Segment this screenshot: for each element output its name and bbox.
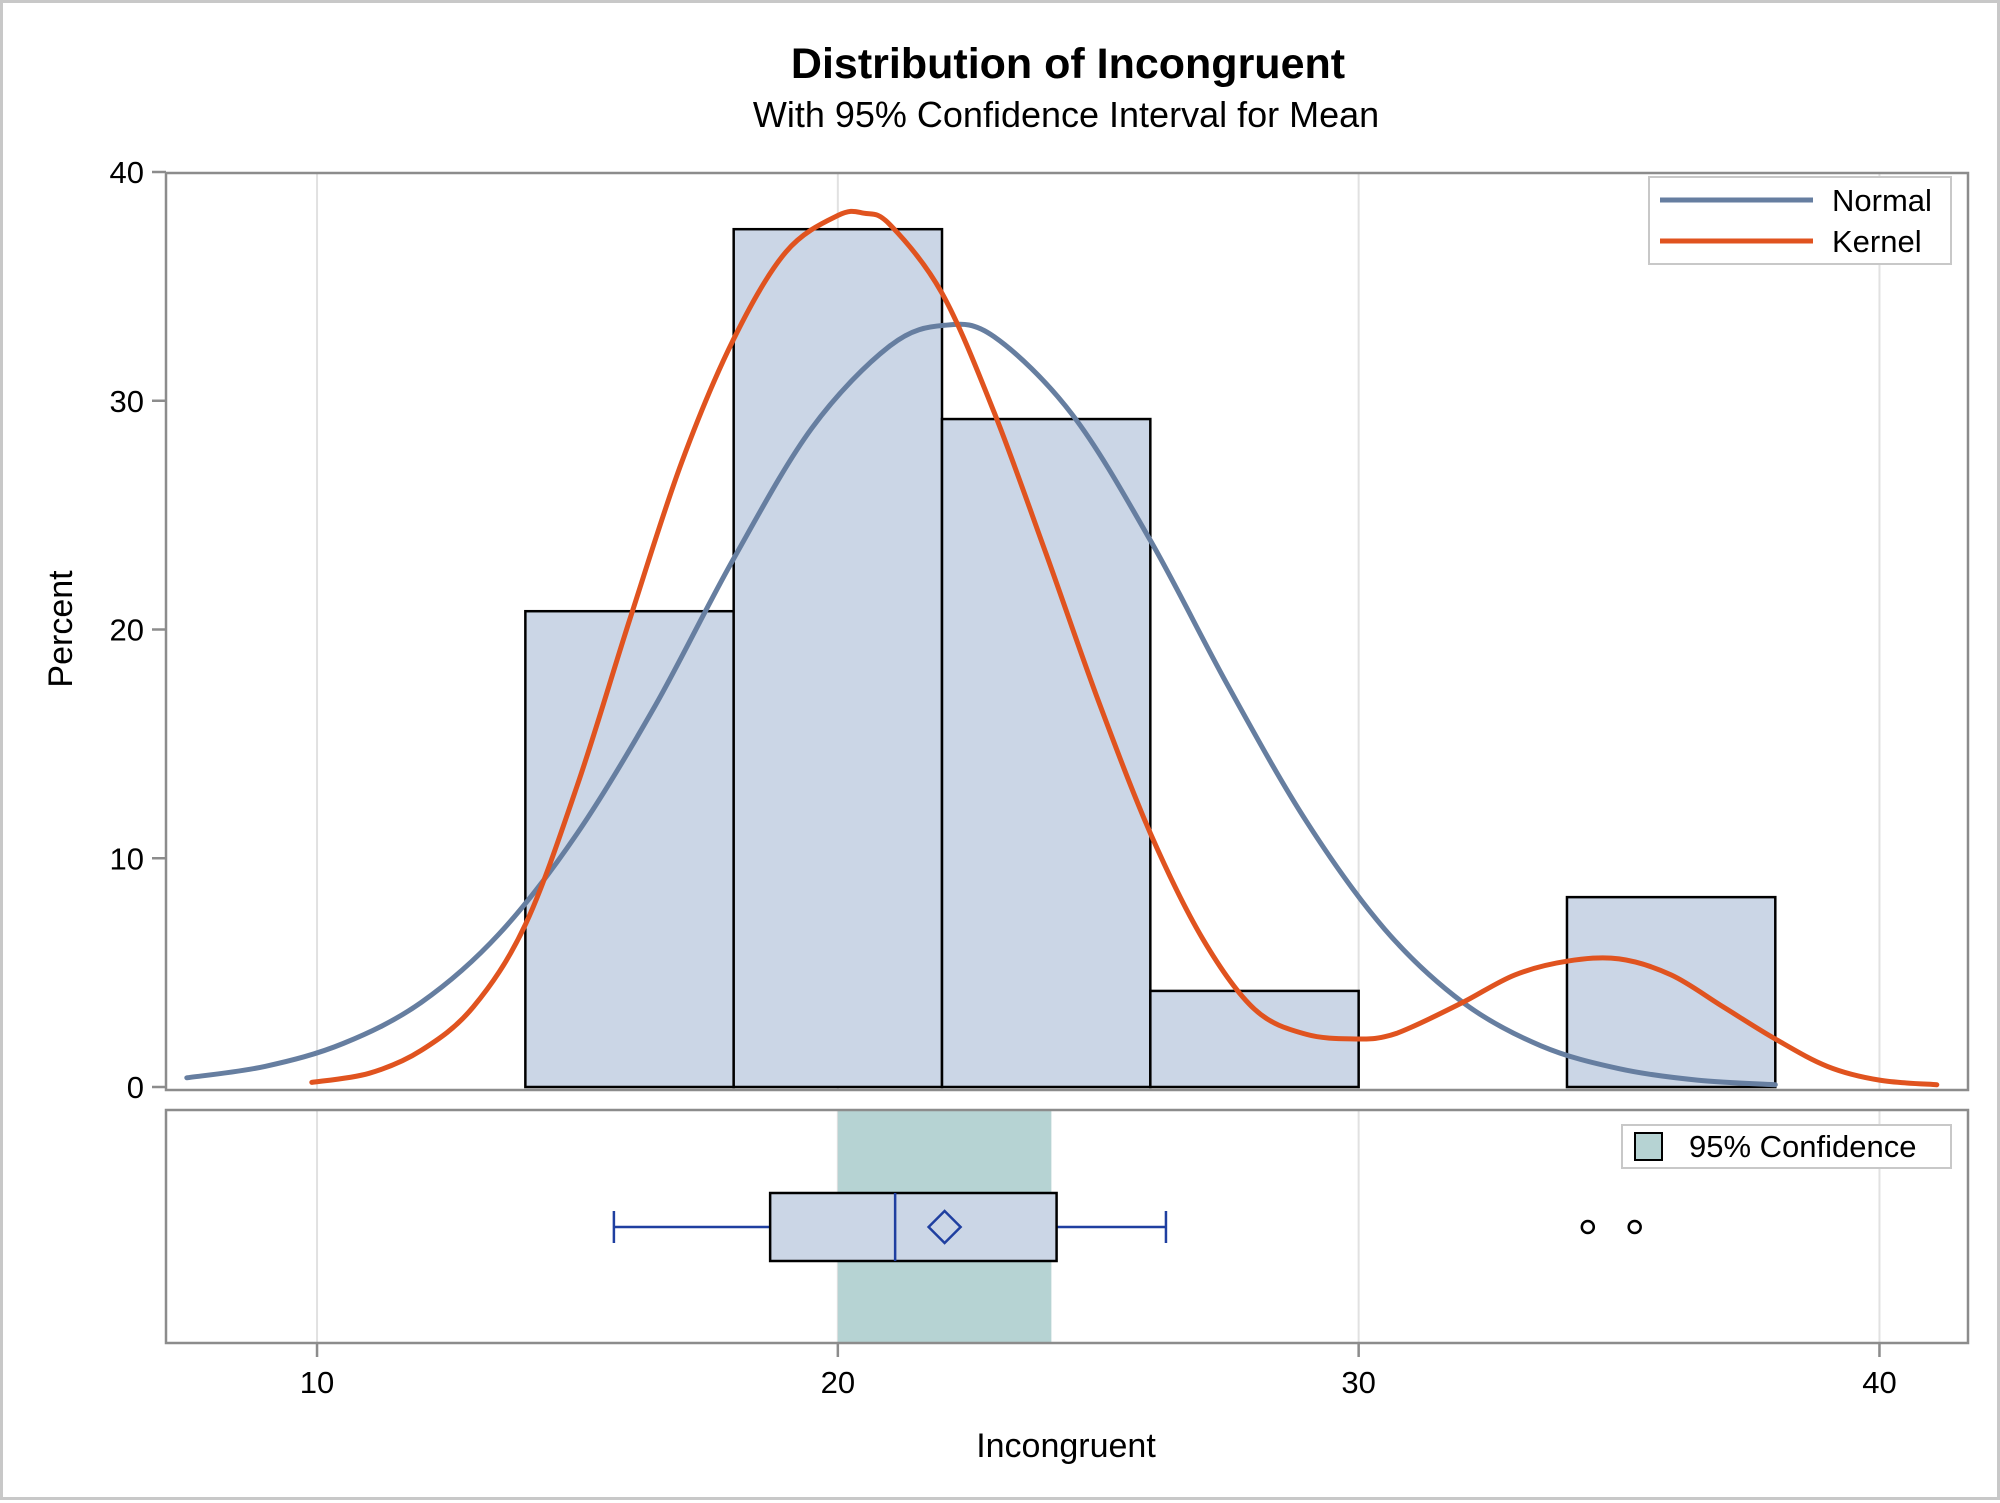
lower-panel-border <box>164 1108 1970 1345</box>
y-tick-label-30: 30 <box>110 384 144 419</box>
y-axis-label: Percent <box>42 570 80 688</box>
box-plot <box>612 1191 1642 1263</box>
curve-legend-box <box>1648 176 1952 265</box>
upper-panel-border <box>164 171 1970 1092</box>
box-mean-marker <box>926 1209 963 1245</box>
legend-kernel-label: Kernel <box>1832 224 1922 259</box>
box-iqr <box>768 1191 1058 1263</box>
confidence-legend: 95% Confidence <box>1621 1124 1952 1169</box>
histogram-bar-1 <box>732 227 944 1089</box>
confidence-legend-box <box>1621 1124 1952 1169</box>
histogram-bars <box>524 227 1777 1089</box>
legend-confidence-swatch <box>1634 1132 1663 1161</box>
histogram-bar-0 <box>524 609 735 1089</box>
axes: 0 10 20 30 40 10 20 30 40 <box>110 155 1970 1400</box>
histogram-bar-5 <box>1565 895 1777 1089</box>
x-tick-label-20: 20 <box>821 1365 855 1400</box>
x-tick-label-10: 10 <box>300 1365 334 1400</box>
histogram-chart: Distribution of Incongruent With 95% Con… <box>42 40 1970 1465</box>
chart-subtitle: With 95% Confidence Interval for Mean <box>753 94 1379 135</box>
legend-confidence-label: 95% Confidence <box>1689 1129 1917 1164</box>
curve-legend: Normal Kernel <box>1648 176 1952 265</box>
legend-normal-label: Normal <box>1832 183 1932 218</box>
histogram-bar-2 <box>940 417 1152 1089</box>
y-tick-label-10: 10 <box>110 841 144 876</box>
chart-title: Distribution of Incongruent <box>791 40 1345 88</box>
x-tick-label-30: 30 <box>1341 1365 1375 1400</box>
density-curves <box>184 208 1940 1088</box>
y-tick-label-40: 40 <box>110 155 144 190</box>
density-curve-kernel <box>309 208 1940 1088</box>
x-tick-label-40: 40 <box>1862 1365 1896 1400</box>
x-axis-label: Incongruent <box>976 1427 1156 1465</box>
y-tick-label-0: 0 <box>127 1070 144 1105</box>
outlier-point-1 <box>1627 1219 1642 1235</box>
y-tick-label-20: 20 <box>110 613 144 648</box>
outlier-point-0 <box>1580 1219 1596 1235</box>
